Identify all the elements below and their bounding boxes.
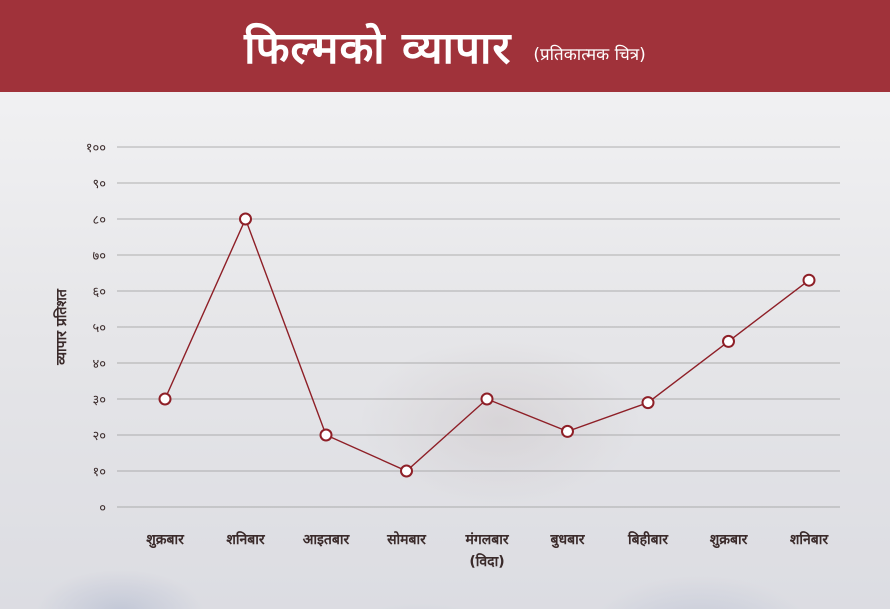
y-tick-label: ७० [92, 249, 106, 264]
y-tick-label: २० [92, 429, 106, 444]
x-tick-label: शुक्रबार [146, 532, 185, 549]
y-axis-ticks: ० १० २० ३० ४० ५० ६० ७० ८० ९० १०० [86, 141, 106, 516]
y-tick-label: ६० [92, 285, 106, 300]
y-tick-label: ५० [92, 321, 106, 336]
page-subtitle: (प्रतिकात्मक चित्र) [533, 44, 646, 65]
x-tick-label: शनिबार [226, 531, 266, 548]
data-point [158, 392, 172, 406]
series-layer [158, 212, 816, 478]
y-tick-label: ० [99, 501, 106, 516]
y-tick-label: ४० [92, 357, 106, 372]
data-point [722, 334, 735, 348]
x-tick-label: मंगलबार (विदा) [464, 532, 509, 570]
x-tick-label: शुक्रबार [710, 532, 749, 549]
x-tick-label: बुधबार [550, 532, 586, 549]
y-tick-label: ९० [92, 177, 106, 192]
data-point [319, 428, 333, 442]
x-tick-label: सोमबार [386, 531, 427, 548]
data-point [641, 396, 655, 410]
y-tick-label: ३० [92, 393, 106, 408]
data-point [802, 273, 816, 287]
header-banner: फिल्मको व्यापार (प्रतिकात्मक चित्र) [0, 0, 890, 92]
data-point [239, 212, 252, 226]
data-point [561, 424, 574, 438]
x-tick-label: आइतबार [303, 532, 351, 548]
x-axis-ticks: शुक्रबार शनिबार आइतबार सोमबार मंगलबार (विदा) ब… [146, 531, 829, 570]
data-point [480, 392, 494, 406]
y-tick-label: ८० [92, 213, 106, 228]
grid-lines [117, 146, 840, 508]
x-tick-label: शनिबार [790, 531, 830, 548]
data-point [400, 464, 413, 478]
x-tick-label: बिहीबार [627, 531, 669, 548]
y-axis-label: व्यापार प्रतिशत [53, 288, 70, 366]
background-photo [0, 92, 890, 609]
y-tick-label: १० [92, 465, 106, 480]
series-line [164, 217, 810, 472]
page-title: फिल्मको व्यापार [244, 23, 512, 74]
y-tick-label: १०० [86, 141, 106, 156]
